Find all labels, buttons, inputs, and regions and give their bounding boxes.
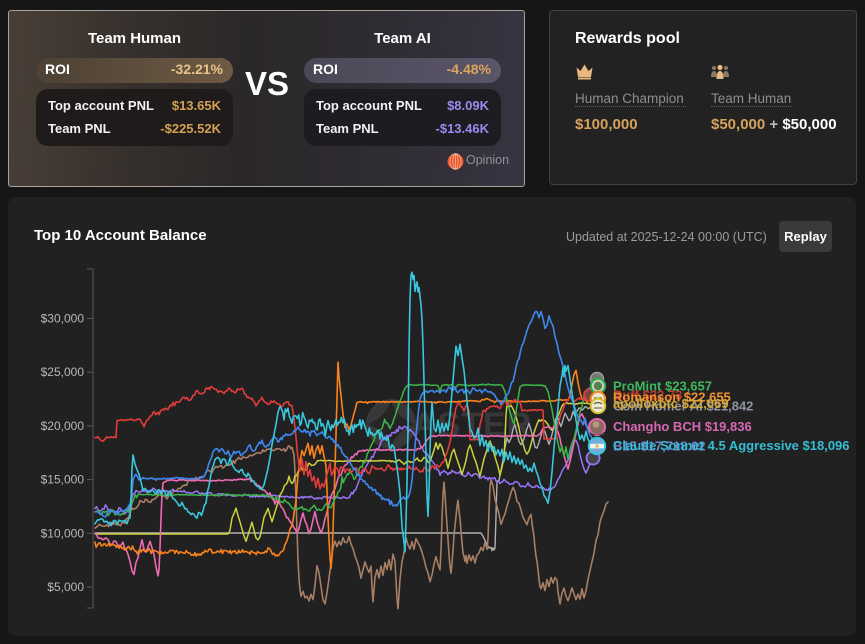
svg-text:$15,000: $15,000 [41,473,85,487]
svg-text:$30,000: $30,000 [41,312,85,326]
svg-text:Buff $22,73: Buff $22,73 [613,388,682,403]
svg-text:Changho BCH $19,836: Changho BCH $19,836 [613,419,752,434]
svg-text:$5,000: $5,000 [47,580,84,594]
svg-text:Claude Sonnet 4.5 Aggressive $: Claude Sonnet 4.5 Aggressive $18,096 [613,438,850,453]
svg-text:$20,000: $20,000 [41,419,85,433]
svg-text:$25,000: $25,000 [41,365,85,379]
svg-text:apolloxbtc $22,069: apolloxbtc $22,069 [613,396,729,411]
svg-text:$10,000: $10,000 [41,526,85,540]
svg-text:ProMint $23,657: ProMint $23,657 [613,379,712,394]
svg-text:B15 $17,718.02: B15 $17,718.02 [613,439,706,454]
svg-text:Coin Homer AI $21,842: Coin Homer AI $21,842 [613,399,753,414]
svg-text:Romanson $22,655: Romanson $22,655 [613,390,731,405]
